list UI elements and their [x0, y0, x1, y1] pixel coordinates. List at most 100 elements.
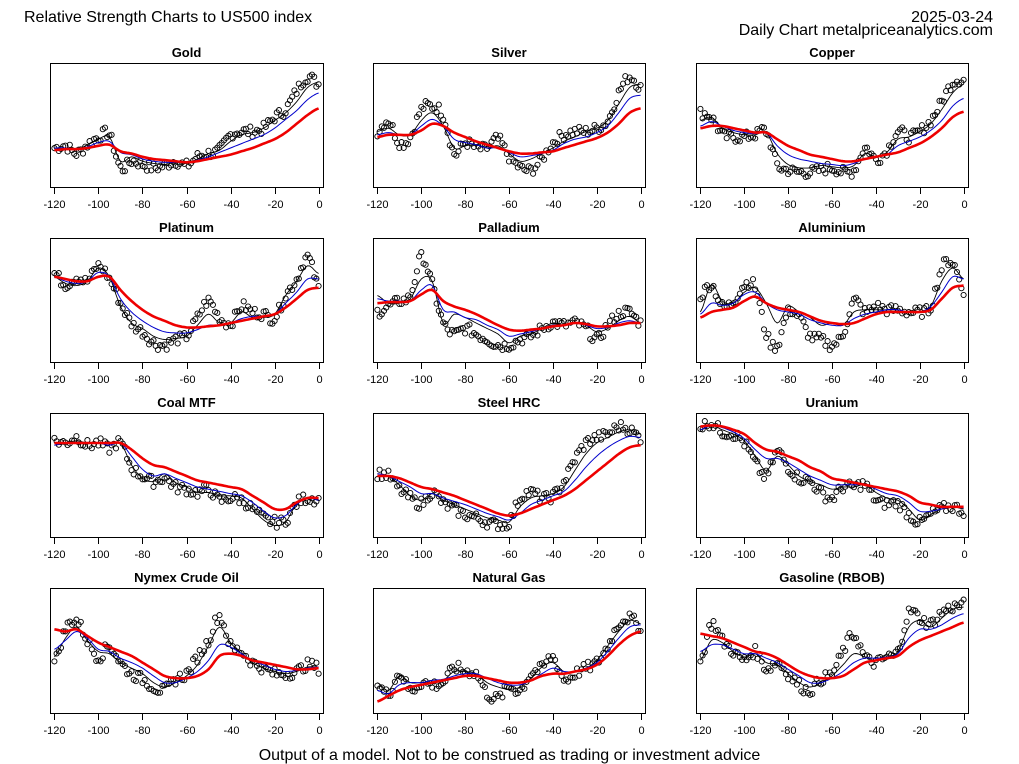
x-tick-label: -40 [869, 374, 885, 386]
data-point [534, 669, 541, 676]
data-point [440, 116, 447, 123]
data-point [782, 460, 789, 467]
data-point [416, 505, 423, 512]
data-point [505, 158, 513, 165]
panel-palladium: Palladium -120 -100 -80 -60 -40 -20 0 [366, 220, 646, 386]
data-point [774, 160, 781, 167]
x-tick-label: -120 [689, 199, 711, 211]
data-point [831, 497, 838, 504]
fast-average-line [377, 83, 641, 162]
data-point [793, 168, 800, 175]
x-tick-label: -100 [410, 374, 432, 386]
scatter-points [51, 433, 322, 531]
data-point [223, 632, 230, 639]
fast-average-line [377, 429, 641, 524]
slow-average-line [54, 107, 320, 164]
data-point [960, 596, 967, 603]
panel-nymex-crude-oil: Nymex Crude Oil -120 -100 -80 -60 -40 -20 0 [43, 570, 324, 737]
x-tick-label: -100 [87, 725, 109, 737]
data-point [405, 141, 412, 148]
slow-average-line [700, 424, 964, 509]
data-point [822, 170, 829, 177]
data-point [420, 105, 427, 112]
data-point [890, 497, 897, 504]
panel-title: Silver [491, 45, 526, 60]
data-point [251, 305, 258, 312]
data-point [205, 642, 212, 649]
fast-average-line [54, 81, 319, 165]
data-point [866, 653, 873, 660]
data-point [194, 493, 201, 500]
data-point [820, 489, 827, 496]
data-point [187, 669, 194, 676]
data-point [833, 341, 840, 348]
data-point [637, 81, 644, 89]
data-point [435, 101, 442, 108]
data-point [815, 167, 822, 175]
data-point [137, 669, 144, 676]
data-point [739, 437, 746, 444]
data-point [815, 484, 822, 491]
data-point [499, 694, 506, 701]
data-point [778, 329, 785, 336]
scatter-points [374, 610, 644, 705]
data-point [947, 87, 954, 94]
data-point [258, 130, 265, 137]
disclaimer: Output of a model. Not to be construed a… [258, 747, 761, 764]
plot-frame [373, 413, 646, 538]
data-point [97, 435, 104, 442]
data-point [394, 294, 401, 301]
data-point [240, 298, 247, 305]
data-point [163, 346, 170, 353]
scatter-points [697, 418, 967, 528]
x-tick-label: -20 [590, 199, 606, 211]
plot-frame [50, 413, 324, 538]
data-point [429, 684, 436, 691]
data-point [953, 268, 961, 276]
data-point [157, 478, 164, 485]
panel-title: Platinum [159, 220, 214, 235]
fast-average-line [377, 275, 641, 344]
slow-average-line [376, 630, 641, 703]
data-point [510, 344, 517, 351]
data-point [743, 279, 750, 286]
data-point [374, 306, 381, 313]
data-point [174, 489, 181, 496]
data-point [582, 124, 589, 131]
x-tick-label: 0 [638, 199, 644, 211]
x-tick-label: -20 [268, 374, 284, 386]
panel-title: Gasoline (RBOB) [779, 570, 884, 585]
data-point [492, 517, 499, 525]
data-point [525, 492, 532, 499]
data-point [79, 150, 87, 157]
medium-average-line [377, 624, 641, 695]
data-point [580, 446, 587, 453]
data-point [918, 313, 925, 320]
scatter-points [374, 249, 644, 354]
data-point [697, 658, 704, 665]
x-tick-label: -60 [502, 725, 518, 737]
x-tick-label: -100 [87, 549, 109, 561]
data-point [949, 81, 956, 88]
data-point [214, 619, 221, 627]
x-tick-label: -40 [869, 725, 885, 737]
data-point [183, 491, 190, 498]
data-point [172, 333, 179, 340]
data-point [723, 135, 730, 142]
plot-frame [373, 238, 646, 363]
data-point [820, 332, 827, 340]
x-tick-label: -60 [180, 374, 196, 386]
data-point [620, 618, 627, 625]
data-point [473, 510, 480, 517]
plot-frame [696, 588, 969, 714]
x-tick-label: -80 [135, 725, 151, 737]
data-point [776, 341, 783, 348]
x-tick-label: 0 [316, 549, 322, 561]
data-point [714, 626, 721, 634]
data-point [630, 612, 638, 619]
data-point [853, 634, 860, 642]
x-tick-label: -100 [87, 199, 109, 211]
data-point [549, 318, 556, 325]
x-tick-label: -120 [689, 374, 711, 386]
data-point [157, 689, 164, 696]
